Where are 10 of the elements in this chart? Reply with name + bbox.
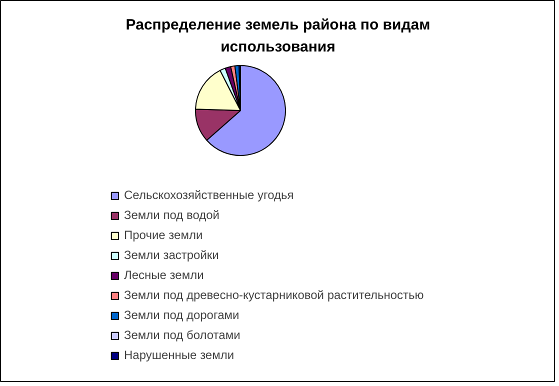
legend-label: Земли под дорогами <box>124 308 240 322</box>
legend-label: Земли под водой <box>124 208 220 222</box>
legend-label: Прочие земли <box>124 228 203 242</box>
legend-label: Земли под древесно-кустарниковой растительностью <box>124 288 424 302</box>
legend-label: Земли застройки <box>124 248 219 262</box>
legend-label: Нарушенные земли <box>124 348 234 362</box>
legend-label: Сельскохозяйственные угодья <box>124 188 294 202</box>
legend-label: Земли под болотами <box>124 328 240 342</box>
legend-label: Лесные земли <box>124 268 204 282</box>
chart-title: Распределение земель района по видам использования <box>126 16 430 56</box>
